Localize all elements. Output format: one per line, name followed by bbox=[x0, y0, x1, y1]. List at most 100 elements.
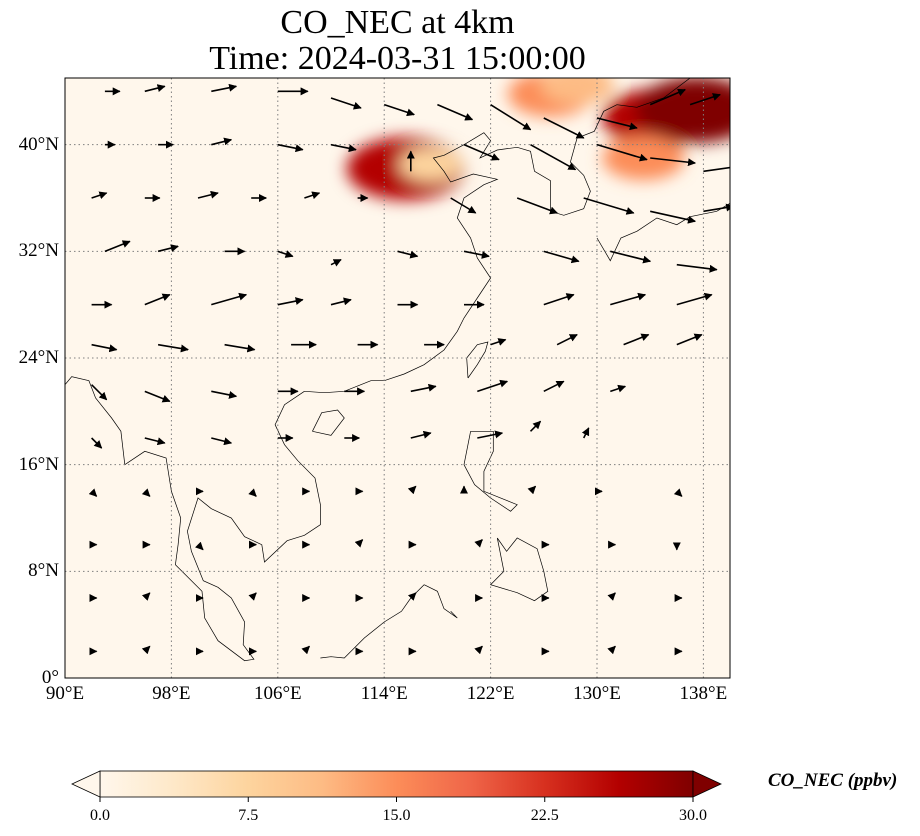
wind-vector-25 bbox=[197, 190, 219, 199]
wind-vector-107 bbox=[248, 592, 257, 601]
coastline-1 bbox=[65, 376, 321, 662]
coastline-8 bbox=[423, 584, 458, 619]
wind-vector-35 bbox=[157, 244, 179, 253]
wind-vector-46 bbox=[211, 292, 248, 306]
wind-vector-40 bbox=[463, 250, 490, 259]
lon-tick-label: 114°E bbox=[360, 683, 408, 704]
colorbar-tick-label: 15.0 bbox=[382, 807, 411, 824]
wind-vector-37 bbox=[277, 250, 294, 258]
wind-vector-122 bbox=[474, 645, 483, 655]
wind-vector-60 bbox=[490, 338, 507, 346]
wind-vector-14 bbox=[211, 137, 233, 146]
wind-vector-54 bbox=[91, 343, 118, 353]
wind-vector-52 bbox=[610, 292, 647, 306]
wind-vector-7 bbox=[490, 103, 532, 131]
wind-vector-79 bbox=[477, 430, 504, 439]
coastline-6 bbox=[596, 144, 730, 262]
lat-tick-label: 8°N bbox=[28, 560, 59, 582]
colorbar-extend-min bbox=[71, 770, 101, 798]
wind-vector-22 bbox=[703, 166, 730, 173]
wind-vector-75 bbox=[211, 437, 233, 446]
wind-vector-32 bbox=[650, 210, 696, 224]
co-plume-5 bbox=[635, 78, 730, 143]
wind-vector-4 bbox=[330, 97, 362, 110]
wind-vector-56 bbox=[224, 343, 256, 353]
wind-vector-61 bbox=[556, 333, 578, 346]
wind-vector-64 bbox=[91, 384, 108, 401]
wind-vector-74 bbox=[144, 437, 166, 446]
lon-tick-label: 122°E bbox=[466, 683, 515, 704]
wind-vector-48 bbox=[330, 297, 352, 306]
wind-vector-5 bbox=[383, 103, 415, 117]
wind-vector-16 bbox=[330, 143, 357, 153]
lon-tick-label: 98°E bbox=[152, 683, 191, 704]
wind-vector-90 bbox=[527, 485, 537, 495]
wind-vector-31 bbox=[583, 197, 635, 215]
co-plume-1 bbox=[398, 147, 463, 182]
wind-vector-71 bbox=[543, 380, 565, 393]
wind-vector-43 bbox=[676, 263, 718, 273]
wind-vector-69 bbox=[410, 383, 437, 393]
wind-vector-1 bbox=[144, 84, 166, 93]
wind-vector-124 bbox=[607, 645, 616, 655]
wind-vector-62 bbox=[623, 333, 650, 346]
colorbar-tick-label: 0.0 bbox=[90, 807, 110, 824]
wind-vector-41 bbox=[543, 250, 580, 264]
wind-vector-73 bbox=[91, 437, 103, 449]
colorbar-tick-label: 7.5 bbox=[238, 807, 259, 824]
coastline-4 bbox=[463, 430, 518, 512]
wind-vector-21 bbox=[650, 157, 696, 167]
wind-vector-34 bbox=[104, 240, 131, 253]
wind-vector-42 bbox=[610, 250, 652, 264]
lat-tick-label: 32°N bbox=[18, 240, 59, 262]
wind-vector-47 bbox=[277, 297, 304, 306]
colorbar-tick-label: 22.5 bbox=[530, 807, 559, 824]
wind-vector-81 bbox=[581, 427, 590, 439]
map-title-line2: Time: 2024-03-31 15:00:00 bbox=[209, 40, 586, 77]
wind-vector-83 bbox=[141, 488, 151, 497]
wind-vector-18 bbox=[463, 143, 500, 161]
wind-vector-39 bbox=[397, 250, 419, 259]
wind-vector-19 bbox=[530, 143, 577, 171]
wind-vectors bbox=[88, 83, 730, 656]
wind-vector-105 bbox=[141, 592, 151, 601]
wind-vector-15 bbox=[277, 143, 304, 153]
wind-vector-30 bbox=[516, 197, 558, 215]
co-concentration-layer bbox=[346, 78, 730, 201]
wind-vector-65 bbox=[144, 390, 171, 403]
colorbar-title: CO_NEC (ppbv) bbox=[768, 770, 898, 791]
colorbar-extend-max bbox=[692, 770, 722, 798]
lat-tick-label: 0° bbox=[41, 667, 59, 688]
lon-tick-label: 90°E bbox=[45, 683, 85, 704]
wind-vector-113 bbox=[607, 592, 616, 601]
coastline-5 bbox=[489, 537, 549, 602]
wind-vector-6 bbox=[437, 103, 474, 121]
wind-vector-95 bbox=[195, 541, 204, 551]
wind-vector-85 bbox=[248, 488, 257, 497]
wind-vector-20 bbox=[596, 143, 648, 162]
wind-vector-8 bbox=[543, 117, 585, 139]
wind-vector-116 bbox=[141, 645, 151, 655]
wind-vector-55 bbox=[157, 343, 189, 353]
map-title-line1: CO_NEC at 4km bbox=[280, 4, 515, 41]
wind-vector-88 bbox=[407, 485, 417, 495]
wind-vector-2 bbox=[211, 83, 238, 93]
wind-vector-82 bbox=[88, 488, 98, 497]
lat-tick-label: 24°N bbox=[18, 347, 59, 368]
wind-vector-27 bbox=[304, 191, 321, 200]
wind-vector-72 bbox=[610, 384, 627, 393]
wind-vector-100 bbox=[474, 539, 483, 548]
wind-vector-9 bbox=[596, 117, 638, 131]
co-plume-3 bbox=[539, 78, 615, 105]
wind-vector-92 bbox=[673, 488, 683, 497]
wind-vector-70 bbox=[477, 379, 509, 393]
lon-tick-label: 130°E bbox=[573, 683, 621, 704]
lon-tick-label: 138°E bbox=[679, 683, 728, 704]
wind-vector-119 bbox=[301, 645, 310, 655]
wind-vector-63 bbox=[676, 333, 703, 346]
wind-vector-23 bbox=[91, 191, 108, 200]
coastline-3 bbox=[312, 409, 345, 436]
colorbar bbox=[71, 770, 722, 802]
wind-vector-33 bbox=[703, 203, 730, 213]
